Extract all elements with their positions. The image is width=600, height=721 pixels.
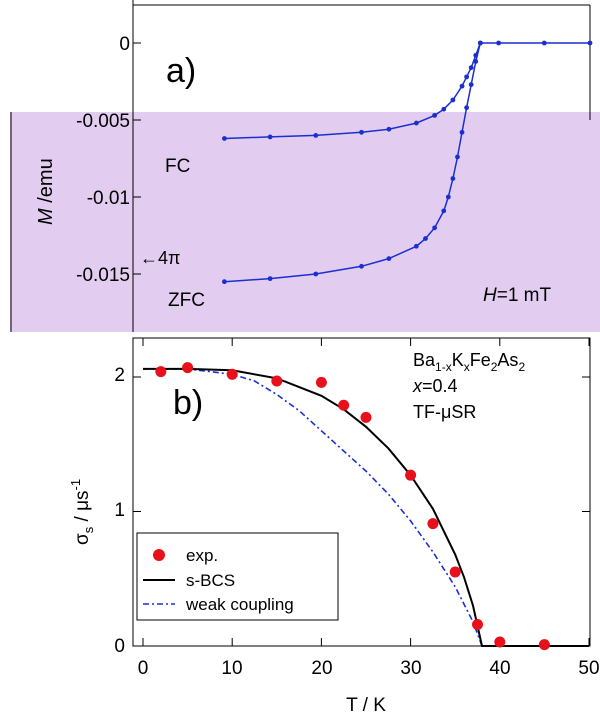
- data-point-zfc: [459, 129, 465, 135]
- exp-data-point: [427, 518, 439, 530]
- exp-data-point: [271, 375, 283, 387]
- data-point-zfc: [386, 256, 392, 261]
- exp-data-point: [315, 376, 327, 388]
- data-point-zfc: [441, 208, 447, 214]
- data-point-fc: [450, 97, 456, 103]
- exp-data-point: [155, 366, 167, 378]
- data-point-fc: [459, 83, 465, 89]
- x-tick-label: 50: [578, 658, 599, 679]
- x-tick-label: 40: [489, 658, 510, 679]
- exp-data-point: [182, 362, 194, 374]
- exp-data-point: [338, 399, 350, 411]
- panel-a-plot: [222, 40, 593, 285]
- data-point-fc: [313, 133, 319, 138]
- x-tick-label: 30: [400, 658, 421, 679]
- data-point-fc: [386, 126, 392, 132]
- compound-formula: Ba1-xKxFe2As2: [413, 350, 525, 374]
- data-point-zfc: [222, 279, 227, 285]
- data-point-zfc: [413, 243, 419, 249]
- panel-b-label: b): [173, 384, 203, 422]
- composition-label: x=0.4: [412, 376, 458, 396]
- data-point-zfc: [450, 176, 456, 181]
- exp-data-point: [449, 566, 461, 578]
- data-point-fc: [413, 120, 419, 126]
- data-point-fc: [441, 106, 447, 112]
- x-tick-label: 0: [138, 658, 149, 679]
- panel-a-y-tick-label: -0.005: [76, 111, 130, 132]
- weak-coupling-curve: [143, 368, 589, 647]
- panel-b-frame: [132, 337, 591, 647]
- legend-box: [136, 532, 339, 621]
- data-point-fc: [359, 129, 364, 135]
- panel-a-y-tick-label: -0.015: [76, 265, 130, 286]
- exp-data-point: [405, 469, 417, 481]
- four-pi-arrow-label: ←4π: [140, 248, 180, 268]
- data-point-zfc: [423, 236, 428, 241]
- y-tick-label: 0: [114, 636, 125, 657]
- exp-data-point: [538, 639, 550, 651]
- panel-a-label: a): [166, 52, 196, 90]
- panel-b-plot: [143, 362, 589, 651]
- legend-exp-marker: [153, 549, 165, 561]
- x-tick-label: 10: [221, 658, 242, 679]
- exp-data-point: [360, 411, 372, 423]
- data-point-fc: [587, 40, 593, 46]
- data-point-zfc: [313, 271, 319, 277]
- method-label: TF-μSR: [413, 402, 476, 422]
- data-point-fc: [267, 134, 273, 140]
- y-tick-label: 1: [114, 500, 125, 521]
- panel-a-y-axis-title: M /emu: [35, 158, 57, 225]
- data-point-zfc: [468, 82, 474, 87]
- zfc-label: ZFC: [168, 290, 205, 311]
- legend: exp. s-BCS weak coupling: [136, 532, 339, 621]
- exp-data-point: [226, 368, 238, 380]
- data-point-fc: [468, 65, 474, 71]
- fc-label: FC: [165, 156, 190, 177]
- data-point-zfc: [359, 263, 364, 269]
- x-axis-title: T / K: [346, 695, 386, 716]
- data-point-fc: [464, 74, 470, 80]
- data-point-zfc: [432, 225, 438, 231]
- y-axis-title: σs / μs-1: [68, 479, 96, 545]
- panel-a: 0 -0.005 -0.01 -0.015 M /emu a) FC ZFC ←…: [10, 0, 593, 332]
- highlight-band: [10, 112, 600, 332]
- data-point-zfc: [477, 40, 483, 46]
- panel-a-y-tick-label: 0: [119, 34, 130, 55]
- legend-weak-coupling-label: weak coupling: [185, 595, 294, 614]
- data-point-zfc: [455, 154, 460, 160]
- exp-data-point: [472, 618, 483, 630]
- field-label: H=1 mT: [483, 285, 552, 306]
- data-point-fc: [496, 40, 501, 46]
- data-point-fc: [541, 40, 547, 46]
- data-point-zfc: [445, 194, 451, 200]
- data-point-fc: [222, 136, 227, 141]
- data-point-zfc: [267, 276, 273, 282]
- x-tick-label: 20: [311, 658, 332, 679]
- panel-a-y-tick-label: -0.01: [87, 188, 130, 209]
- exp-data-point: [494, 636, 506, 648]
- data-point-zfc: [473, 59, 479, 64]
- data-point-zfc: [464, 105, 470, 111]
- y-tick-label: 2: [114, 365, 125, 386]
- legend-s-bcs-label: s-BCS: [186, 571, 235, 590]
- legend-exp-label: exp.: [186, 546, 218, 565]
- data-point-fc: [432, 112, 438, 118]
- panel-b: 0 10 20 30 40 50 0 1 2 T / K σs / μs-1 b…: [68, 337, 600, 716]
